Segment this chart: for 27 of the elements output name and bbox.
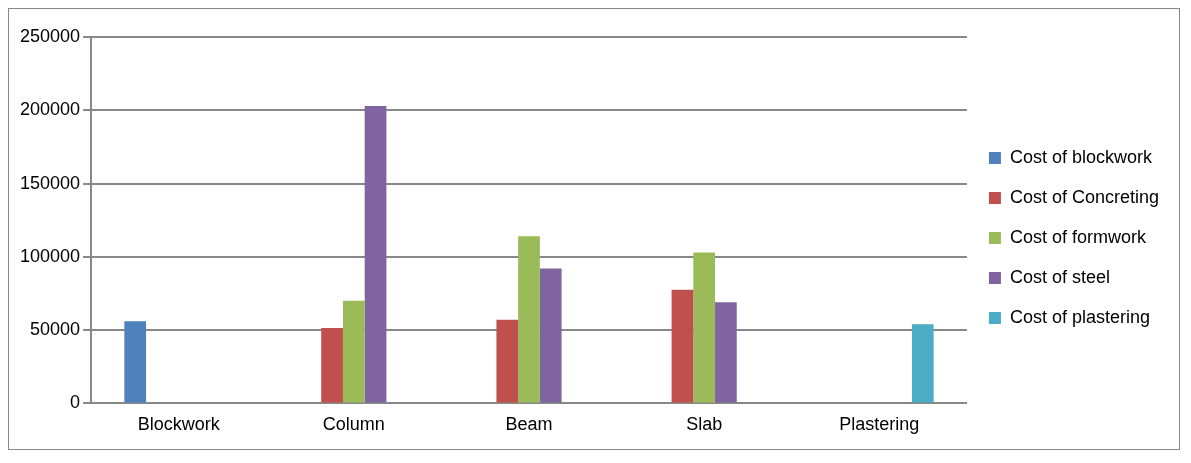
bar — [911, 324, 934, 403]
y-tick-label: 250000 — [19, 25, 81, 46]
bar — [518, 236, 540, 403]
x-tick-label: Column — [322, 414, 385, 435]
legend-label: Cost of Concreting — [1009, 186, 1160, 207]
y-tick-label: 0 — [70, 392, 81, 413]
y-tick-label: 150000 — [19, 172, 81, 193]
bar — [124, 321, 147, 403]
bar — [321, 327, 343, 403]
bar — [342, 300, 365, 403]
x-tick-label: Beam — [505, 414, 553, 435]
bar — [671, 289, 694, 403]
bar — [539, 268, 562, 403]
x-tick-label: Plastering — [839, 414, 920, 435]
x-tick-label: Blockwork — [137, 414, 221, 435]
bar — [496, 319, 519, 403]
bar — [715, 302, 737, 403]
bar — [693, 252, 716, 403]
legend-label: Cost of formwork — [1009, 226, 1147, 247]
x-tick-label: Slab — [686, 414, 723, 435]
y-tick-label: 100000 — [19, 245, 81, 266]
legend-label: Cost of blockwork — [1009, 146, 1153, 167]
legend-label: Cost of plastering — [1009, 306, 1151, 327]
bar — [364, 105, 387, 403]
y-tick-label: 50000 — [30, 319, 81, 340]
y-tick-label: 200000 — [19, 99, 81, 120]
legend-label: Cost of steel — [1009, 266, 1110, 287]
